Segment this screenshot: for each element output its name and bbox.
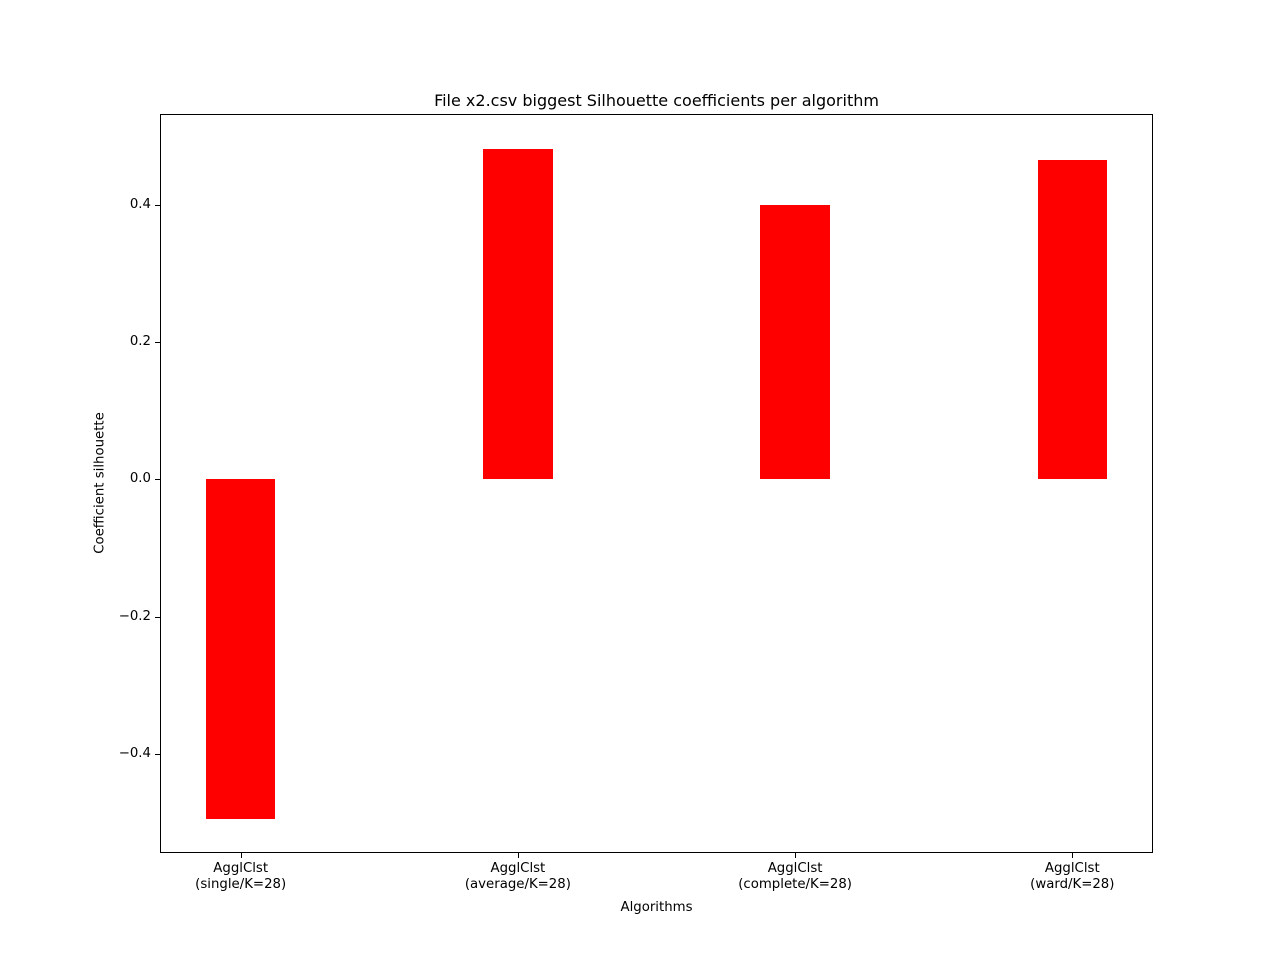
x-tick-mark-2 <box>795 853 797 858</box>
x-tick-label-3: AgglClst (ward/K=28) <box>962 861 1182 893</box>
bar-2 <box>760 204 830 480</box>
x-tick-label-line: AgglClst <box>1044 861 1100 876</box>
y-tick-label-2: 0.0 <box>129 471 151 487</box>
bar-3 <box>1037 159 1107 480</box>
x-tick-label-line: AgglClst <box>490 861 546 876</box>
x-tick-label-line: (complete/K=28) <box>738 877 852 892</box>
y-tick-mark-3 <box>155 616 160 618</box>
bar-1 <box>483 149 553 480</box>
x-tick-label-2: AgglClst (complete/K=28) <box>685 861 905 893</box>
y-tick-label-1: 0.2 <box>129 334 151 350</box>
x-tick-label-line: (single/K=28) <box>195 877 287 892</box>
x-tick-label-line: AgglClst <box>213 861 269 876</box>
plot-area <box>160 114 1153 853</box>
y-tick-mark-0 <box>155 204 160 206</box>
x-tick-mark-1 <box>517 853 519 858</box>
x-axis-label: Algorithms <box>620 900 693 915</box>
y-tick-mark-2 <box>155 479 160 481</box>
x-tick-label-line: AgglClst <box>767 861 823 876</box>
x-tick-mark-0 <box>240 853 242 858</box>
x-tick-label-0: AgglClst (single/K=28) <box>131 861 351 893</box>
y-tick-label-4: −0.4 <box>118 745 151 761</box>
x-tick-label-1: AgglClst (average/K=28) <box>408 861 628 893</box>
bar-0 <box>206 479 276 820</box>
x-tick-label-line: (ward/K=28) <box>1030 877 1115 892</box>
chart-title: File x2.csv biggest Silhouette coefficie… <box>434 91 879 110</box>
y-tick-label-3: −0.2 <box>118 608 151 624</box>
x-tick-label-line: (average/K=28) <box>464 877 571 892</box>
y-tick-mark-4 <box>155 753 160 755</box>
x-tick-mark-3 <box>1072 853 1074 858</box>
y-tick-mark-1 <box>155 342 160 344</box>
y-tick-label-0: 0.4 <box>129 196 151 212</box>
